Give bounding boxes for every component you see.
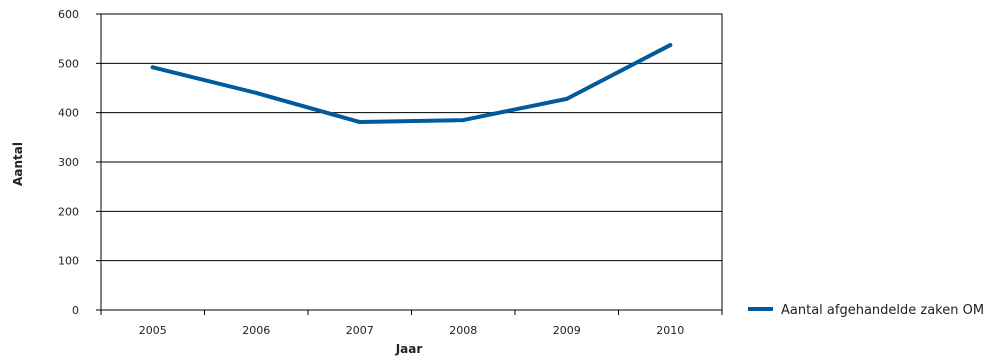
x-tick-label: 2010 xyxy=(656,324,684,337)
y-tick-label: 300 xyxy=(58,156,79,169)
series-lines xyxy=(150,43,673,125)
y-tick-label: 500 xyxy=(58,57,79,70)
x-tick-label: 2006 xyxy=(242,324,270,337)
x-tick-label: 2008 xyxy=(449,324,477,337)
y-tick-labels: 0 100 200 300 400 500 600 xyxy=(58,8,79,317)
y-tick-label: 600 xyxy=(58,8,79,21)
legend: Aantal afgehandelde zaken OM xyxy=(748,303,984,318)
data-point xyxy=(668,43,673,48)
data-point xyxy=(461,118,466,123)
data-point xyxy=(150,65,155,70)
series-line xyxy=(150,43,673,125)
y-tick-label: 200 xyxy=(58,205,79,218)
y-axis-title: Aantal xyxy=(11,142,25,186)
x-tick-label: 2005 xyxy=(139,324,167,337)
y-tick-label: 400 xyxy=(58,107,79,120)
data-point xyxy=(564,96,569,101)
y-tick-label: 100 xyxy=(58,255,79,268)
x-axis-title: Jaar xyxy=(395,342,423,356)
x-tick-label: 2009 xyxy=(553,324,581,337)
x-tick-label: 2007 xyxy=(346,324,374,337)
y-tick-label: 0 xyxy=(72,304,79,317)
gridlines xyxy=(101,13,722,262)
data-point xyxy=(254,90,259,95)
axes xyxy=(96,13,723,315)
legend-label: Aantal afgehandelde zaken OM xyxy=(781,303,984,318)
data-point xyxy=(357,120,362,125)
x-tick-labels: 2005 2006 2007 2008 2009 2010 xyxy=(139,324,685,337)
